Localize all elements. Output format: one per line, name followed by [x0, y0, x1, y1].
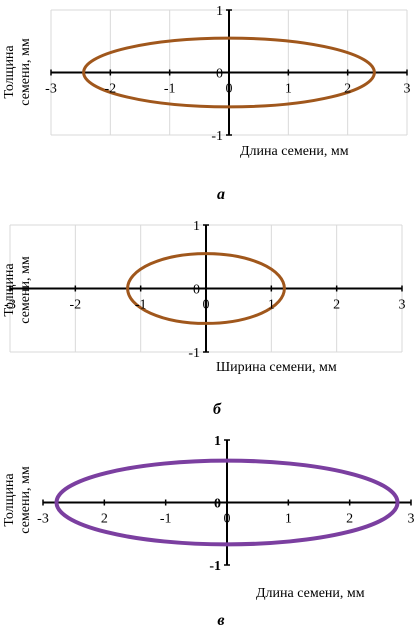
chart-c-ellipse-series-0 — [54, 458, 400, 547]
chart-b-xtick-label-5: 2 — [333, 298, 340, 313]
chart-c-ylabel-line2: семени, мм — [18, 466, 33, 534]
chart-b-axes — [9, 224, 403, 353]
chart-b-xtick-label-1: -2 — [69, 298, 81, 313]
chart-b-xtick-label-2: -1 — [135, 298, 147, 313]
chart-b-ytick-label-1: 0 — [193, 283, 200, 298]
chart-a-xtick-label-1: -2 — [104, 82, 116, 97]
chart-a-xtick-label-3: 0 — [226, 82, 233, 97]
chart-a-ellipse — [82, 36, 376, 109]
chart-a-xticks: -3 -2 -1 0 1 2 3 — [45, 82, 410, 97]
chart-a: -3 -2 -1 0 1 2 3 1 0 -1 Толщина семени, мм Длина… — [2, 4, 411, 203]
chart-a-ylabel-line2: семени, мм — [18, 38, 33, 106]
chart-a-xtick-label-4: 1 — [285, 82, 292, 97]
chart-b-ellipse-series-0 — [126, 252, 286, 325]
chart-c-xtick-label-3: 0 — [224, 512, 231, 527]
chart-c-xtick-label-2: -1 — [160, 512, 172, 527]
chart-c-ytick-label-1: 0 — [214, 497, 221, 512]
chart-c-xtick-label-0: -3 — [37, 512, 49, 527]
chart-c-xticks: -3 2 -1 0 1 2 3 — [37, 512, 414, 527]
chart-a-xtick-label-6: 3 — [404, 82, 411, 97]
chart-c-ylabel-line1: Толщина — [2, 473, 17, 527]
chart-b-ylabel-line2: семени, мм — [18, 256, 33, 324]
chart-a-xtick-label-5: 2 — [344, 82, 351, 97]
chart-b-caption: б — [213, 401, 222, 418]
chart-c-ytick-label-2: -1 — [209, 559, 221, 574]
chart-b: -3 -2 -1 0 1 2 3 1 0 -1 Толщина семени, мм Ширин… — [2, 219, 406, 418]
chart-c-xlabel: Длина семени, мм — [256, 586, 365, 601]
chart-c-yticks: 1 0 -1 — [209, 434, 221, 574]
chart-c-xtick-label-1: 2 — [101, 512, 108, 527]
chart-a-ytick-label-1: 0 — [216, 67, 223, 82]
chart-b-yticks: 1 0 -1 — [188, 219, 200, 361]
chart-a-xtick-label-2: -1 — [164, 82, 176, 97]
chart-a-ytick-label-0: 1 — [216, 4, 223, 19]
chart-c-xtick-label-6: 3 — [408, 512, 415, 527]
chart-b-xticks: -3 -2 -1 0 1 2 3 — [4, 298, 405, 313]
chart-a-axes — [50, 9, 408, 136]
chart-a-caption: а — [217, 186, 225, 203]
chart-b-xtick-label-0: -3 — [4, 298, 16, 313]
chart-a-ytick-label-2: -1 — [211, 129, 223, 144]
chart-c-ytick-label-0: 1 — [214, 434, 221, 449]
chart-b-ytick-label-0: 1 — [193, 219, 200, 234]
chart-c-caption: в — [217, 612, 224, 629]
chart-a-ylabel-line1: Толщина — [2, 45, 17, 99]
chart-b-ylabel-line1: Толщина — [2, 263, 17, 317]
chart-c: -3 2 -1 0 1 2 3 1 0 -1 Толщина семени, мм Длина … — [2, 434, 415, 629]
chart-c-ellipse — [54, 458, 400, 547]
chart-b-xtick-label-3: 0 — [203, 298, 210, 313]
chart-a-yticks: 1 0 -1 — [211, 4, 223, 144]
chart-a-ellipse-series-0 — [82, 36, 376, 109]
chart-c-xtick-label-4: 1 — [285, 512, 292, 527]
chart-b-ellipse — [126, 252, 286, 325]
chart-b-xtick-label-4: 1 — [268, 298, 275, 313]
chart-b-xlabel: Ширина семени, мм — [216, 360, 337, 375]
chart-b-ytick-label-2: -1 — [188, 346, 200, 361]
chart-b-xtick-label-6: 3 — [399, 298, 406, 313]
chart-a-xlabel: Длина семени, мм — [240, 144, 349, 159]
chart-a-xtick-label-0: -3 — [45, 82, 57, 97]
chart-c-xtick-label-5: 2 — [346, 512, 353, 527]
